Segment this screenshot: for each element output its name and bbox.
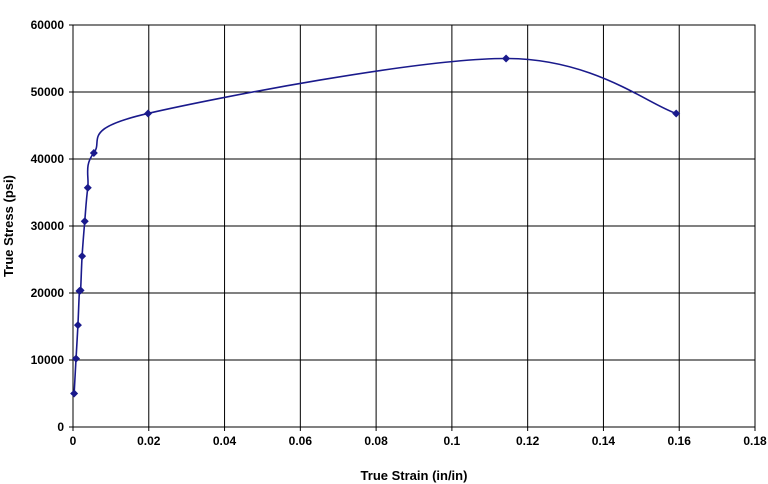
series-markers — [70, 54, 681, 398]
y-axis-title: True Stress (psi) — [1, 175, 16, 277]
y-tick-label: 10000 — [31, 353, 65, 367]
y-tick-labels: 0 10000 20000 30000 40000 50000 60000 — [31, 18, 65, 434]
x-tick-label: 0.18 — [743, 434, 767, 448]
data-point-marker — [73, 321, 82, 330]
data-point-marker — [72, 354, 81, 363]
data-point-marker — [144, 109, 153, 118]
data-point-marker — [83, 183, 92, 192]
y-tick-label: 40000 — [31, 152, 65, 166]
data-point-marker — [76, 286, 85, 295]
x-axis-title: True Strain (in/in) — [361, 468, 468, 483]
x-tick-labels: 0 0.02 0.04 0.06 0.08 0.1 0.12 0.14 0.16 0.18 — [70, 434, 767, 448]
data-point-marker — [672, 109, 681, 118]
y-tick-label: 50000 — [31, 85, 65, 99]
data-point-marker — [70, 389, 79, 398]
y-tick-label: 60000 — [31, 18, 65, 32]
x-tick-label: 0.16 — [668, 434, 692, 448]
x-tick-label: 0.14 — [592, 434, 616, 448]
x-tick-label: 0.04 — [213, 434, 237, 448]
y-tick-label: 0 — [57, 420, 64, 434]
x-tick-label: 0.02 — [137, 434, 161, 448]
data-point-marker — [89, 148, 98, 157]
y-tick-label: 30000 — [31, 219, 65, 233]
x-tick-label: 0.12 — [516, 434, 540, 448]
y-tick-label: 20000 — [31, 286, 65, 300]
x-tick-label: 0 — [70, 434, 77, 448]
x-tick-label: 0.06 — [289, 434, 313, 448]
x-tick-label: 0.1 — [444, 434, 461, 448]
x-tick-label: 0.08 — [364, 434, 388, 448]
data-point-marker — [78, 252, 87, 261]
data-point-marker — [80, 217, 89, 226]
data-point-marker — [502, 54, 511, 63]
gridlines — [69, 24, 756, 431]
